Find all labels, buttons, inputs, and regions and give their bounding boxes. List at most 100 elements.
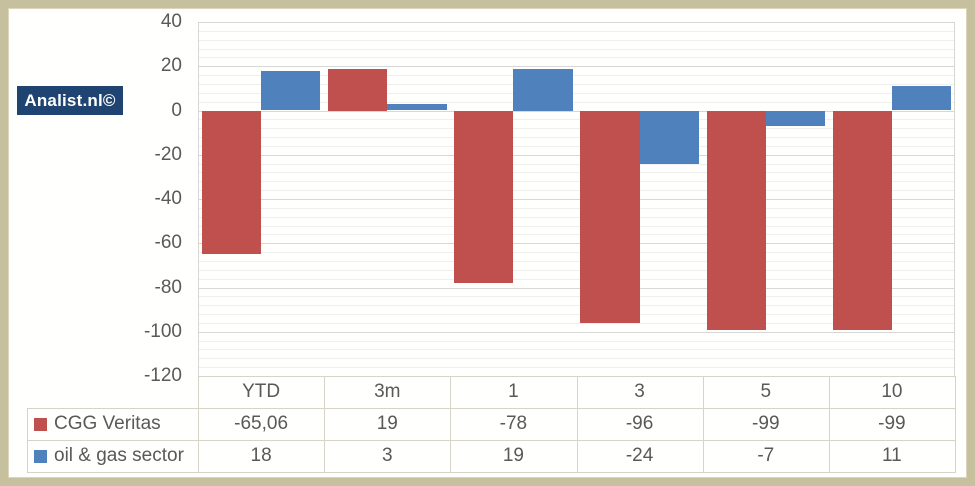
minor-gridline: [198, 101, 955, 103]
table-value-cell: 11: [882, 445, 902, 466]
minor-gridline: [198, 367, 955, 369]
bar-cgg-veritas-1: [454, 110, 514, 284]
minor-gridline: [198, 137, 955, 138]
y-tick-label: -40: [154, 188, 182, 209]
y-axis: 40 20 0 -20 -40 -60 -80 -100 -120: [8, 8, 182, 478]
minor-gridline: [198, 128, 955, 130]
minor-gridline: [198, 296, 955, 298]
minor-gridline: [198, 30, 955, 32]
legend-swatch-oil-gas-sector: [34, 449, 47, 463]
table-header-cell: 5: [760, 381, 772, 402]
minor-gridline: [198, 234, 955, 236]
table-header-cell: 3: [634, 381, 645, 402]
bar-oil-gas-sector-ytd: [261, 70, 321, 111]
table-value-cell: -7: [757, 445, 775, 466]
minor-gridline: [198, 207, 955, 209]
y-tick-label: -120: [143, 365, 182, 386]
major-gridline: [198, 154, 955, 156]
table-border: [27, 408, 28, 472]
minor-gridline: [198, 340, 955, 342]
minor-gridline: [198, 163, 955, 165]
table-border: [955, 376, 956, 472]
table-value-cell: -65,06: [234, 413, 289, 434]
table-value-cell: -24: [625, 445, 654, 466]
minor-gridline: [198, 172, 955, 174]
minor-gridline: [198, 83, 955, 85]
table-border: [198, 376, 199, 472]
bar-oil-gas-sector-1: [513, 68, 573, 111]
table-border: [27, 408, 956, 409]
y-tick-label: 0: [171, 99, 182, 121]
bar-oil-gas-sector-3m: [387, 103, 447, 111]
table-value-cell: -96: [625, 413, 654, 434]
major-gridline: [198, 22, 955, 23]
bar-cgg-veritas-10: [832, 110, 892, 330]
table-value-cell: 19: [376, 413, 398, 434]
bar-oil-gas-sector-5: [765, 110, 826, 126]
table-header-cell: 10: [881, 381, 903, 402]
series-name: oil & gas sector: [54, 445, 184, 466]
minor-gridline: [198, 216, 955, 218]
table-border: [27, 472, 956, 473]
major-gridline: [198, 66, 955, 68]
y-tick-label: 20: [160, 55, 182, 77]
y-tick-label: -100: [143, 320, 182, 342]
minor-gridline: [198, 305, 955, 307]
y-tick-label: -20: [154, 143, 182, 165]
bar-oil-gas-sector-3: [639, 110, 699, 164]
table-border: [450, 376, 452, 472]
major-gridline: [198, 287, 955, 289]
plot-area: [198, 22, 955, 376]
y-tick-label: -60: [154, 232, 182, 254]
series-name: CGG Veritas: [54, 413, 161, 434]
minor-gridline: [198, 322, 955, 324]
table-border: [27, 440, 956, 441]
bar-cgg-veritas-5: [706, 110, 766, 330]
minor-gridline: [198, 181, 955, 183]
bar-cgg-veritas-3: [580, 110, 640, 323]
minor-gridline: [198, 119, 955, 121]
minor-gridline: [198, 39, 955, 41]
plot-border-left: [198, 22, 199, 376]
bar-oil-gas-sector-10: [891, 86, 952, 111]
table-border: [702, 376, 704, 472]
table-border: [324, 376, 326, 472]
minor-gridline: [198, 92, 955, 94]
major-gridline: [198, 243, 955, 245]
legend-label-cgg-veritas: CGG Veritas: [27, 408, 198, 440]
minor-gridline: [198, 314, 955, 316]
y-tick-label: 40: [160, 11, 182, 32]
table-value-cell: 3: [381, 445, 393, 466]
minor-gridline: [198, 269, 955, 271]
y-tick-label: -80: [154, 276, 182, 298]
bar-cgg-veritas-ytd: [201, 110, 262, 255]
minor-gridline: [198, 57, 955, 59]
legend-label-oil-gas-sector: oil & gas sector: [27, 440, 198, 472]
table-value-cell: -99: [878, 413, 906, 434]
table-value-cell: 18: [250, 445, 272, 466]
minor-gridline: [198, 225, 955, 227]
plot-border-right: [954, 22, 955, 376]
minor-gridline: [198, 261, 955, 262]
major-gridline: [198, 199, 955, 200]
minor-gridline: [198, 190, 955, 192]
table-border: [576, 376, 578, 472]
minor-gridline: [198, 48, 955, 50]
bar-cgg-veritas-3m: [328, 68, 388, 111]
table-value-cell: 19: [502, 445, 524, 466]
table-value-cell: -78: [499, 413, 528, 434]
minor-gridline: [198, 252, 955, 254]
table-value-cell: -99: [752, 413, 780, 434]
brand-badge: Analist.nl©: [17, 86, 123, 115]
table-header-cell: 3m: [374, 381, 401, 402]
table-header-cell: 1: [508, 381, 519, 402]
major-gridline: [198, 110, 955, 112]
minor-gridline: [198, 349, 955, 351]
table-header-cell: YTD: [242, 381, 281, 402]
minor-gridline: [198, 75, 955, 77]
minor-gridline: [198, 278, 955, 280]
legend-swatch-cgg-veritas: [34, 417, 47, 431]
table-border: [828, 376, 830, 472]
minor-gridline: [198, 145, 955, 147]
